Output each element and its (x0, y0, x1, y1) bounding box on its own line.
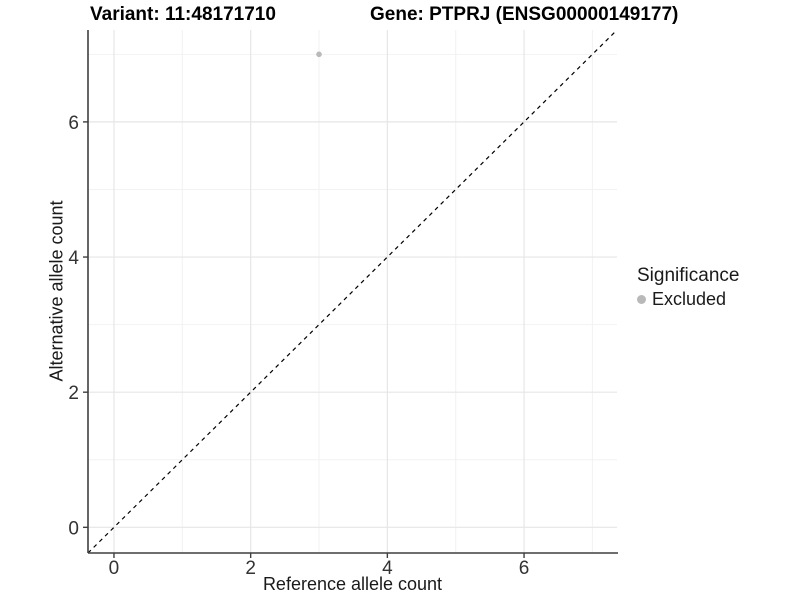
gene-title: Gene: PTPRJ (ENSG00000149177) (370, 4, 679, 25)
y-tick-label: 2 (68, 383, 79, 404)
y-axis-label: Alternative allele count (46, 200, 67, 382)
identity-line (87, 29, 618, 554)
legend-point-icon (637, 295, 646, 304)
x-tick-label: 4 (382, 558, 393, 579)
y-tick-label: 4 (68, 248, 79, 269)
x-tick-label: 0 (109, 558, 120, 579)
data-point (316, 51, 322, 58)
legend-item-label: Excluded (652, 289, 727, 309)
legend: Significance Excluded (637, 264, 739, 310)
x-tick-label: 6 (519, 558, 530, 579)
x-tick-label: 2 (245, 558, 256, 579)
legend-title: Significance (637, 265, 740, 286)
variant-title: Variant: 11:48171710 (90, 4, 276, 25)
legend-item-excluded: Excluded (637, 289, 739, 310)
y-tick-label: 0 (68, 518, 79, 539)
y-tick-label: 6 (68, 113, 79, 134)
x-axis-label: Reference allele count (262, 574, 443, 594)
